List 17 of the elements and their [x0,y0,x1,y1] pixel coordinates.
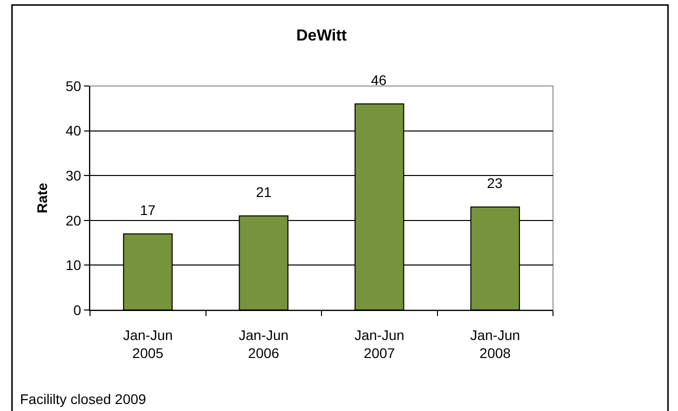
y-tick-label: 10 [66,257,82,274]
x-tick-label: Jan-Jun 2008 [470,326,520,361]
y-axis-title: Rate [34,182,50,214]
y-tick-label: 20 [66,212,82,228]
y-tick-label: 0 [73,302,82,318]
chart-title: DeWitt [296,28,348,45]
data-label: 17 [140,202,156,218]
x-tick-label: Jan-Jun 2006 [238,326,289,361]
y-tick-label: 30 [66,168,82,184]
data-label: 21 [256,184,272,200]
data-label: 46 [371,72,387,88]
x-tick-label: Jan-Jun 2007 [354,326,404,361]
text: Facililty closed 2009 [20,391,146,407]
data-label: 23 [487,175,503,191]
x-tick-label: Jan-Jun 2005 [122,326,173,361]
y-tick-label: 40 [66,122,82,139]
y-tick-label: 50 [66,78,82,94]
